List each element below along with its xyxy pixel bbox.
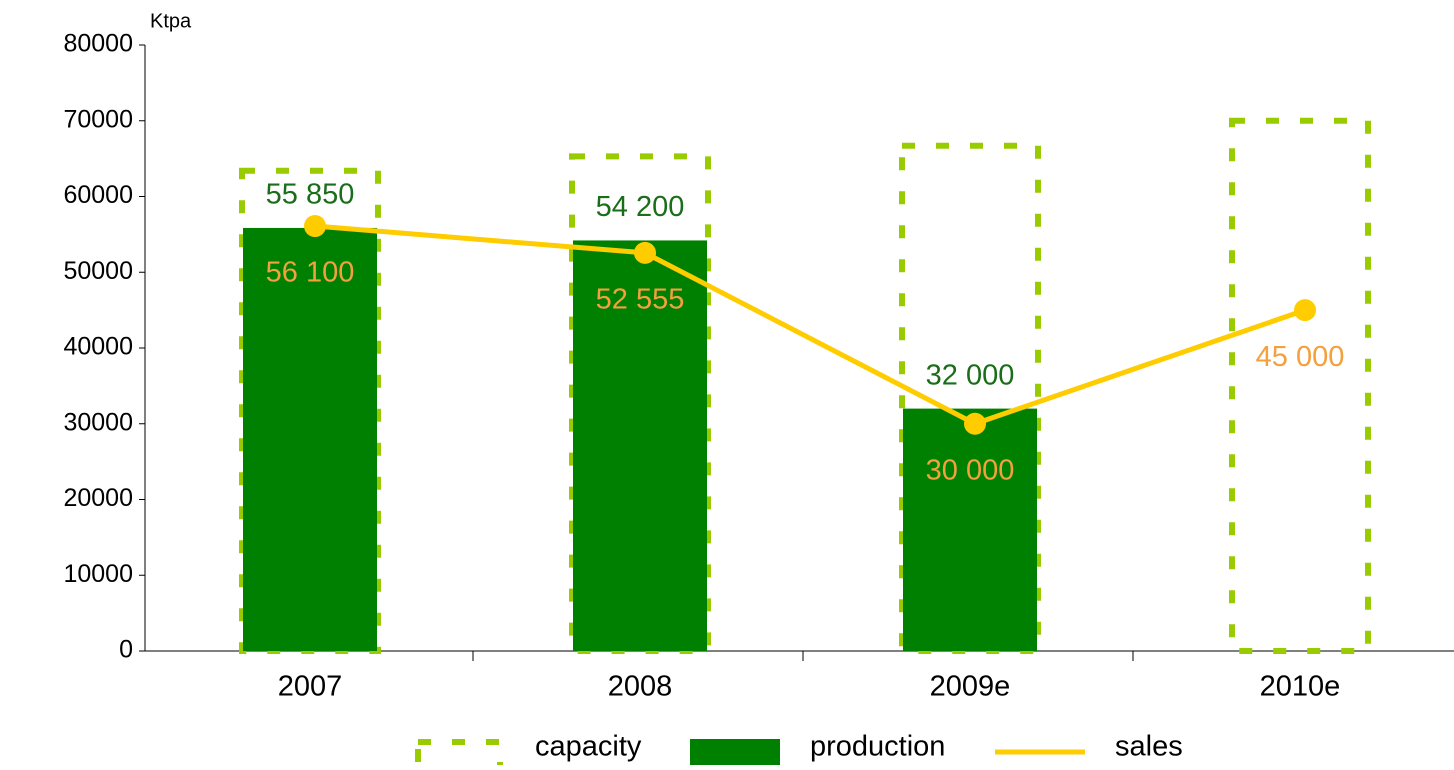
x-tick-label: 2007	[278, 671, 343, 703]
y-tick-label: 40000	[63, 333, 133, 361]
legend-label: sales	[1115, 731, 1183, 763]
x-tick-label: 2009e	[930, 671, 1011, 703]
sales-point	[1294, 299, 1316, 322]
y-tick-label: 10000	[63, 560, 133, 588]
capacity-bar	[899, 142, 1041, 654]
capacity-bar	[569, 153, 711, 654]
sales-point	[964, 412, 986, 435]
y-unit-label: Ktpa	[150, 10, 192, 32]
y-tick-label: 50000	[63, 257, 133, 285]
y-tick-label: 80000	[63, 30, 133, 58]
production-value-label: 54 200	[596, 191, 685, 223]
sales-line	[314, 223, 1306, 427]
x-tick-label: 2010e	[1260, 671, 1341, 703]
sales-point	[304, 215, 326, 238]
legend-swatch	[415, 739, 503, 770]
x-tick-label: 2008	[608, 671, 673, 703]
legend-label: capacity	[535, 731, 642, 763]
y-tick-label: 20000	[63, 484, 133, 512]
production-value-label: 32 000	[926, 359, 1015, 391]
legend-swatch	[690, 739, 780, 765]
sales-value-label: 52 555	[596, 284, 685, 316]
sales-value-label: 30 000	[926, 454, 1015, 486]
legend-label: production	[810, 731, 945, 763]
y-tick-label: 30000	[63, 408, 133, 436]
production-bar	[573, 240, 707, 651]
sales-value-label: 45 000	[1256, 341, 1345, 373]
production-bar	[903, 408, 1037, 651]
y-tick-label: 0	[119, 636, 133, 664]
capacity-bar	[1229, 117, 1371, 654]
production-bar	[243, 227, 377, 651]
sales-point	[634, 241, 656, 264]
production-value-label: 55 850	[266, 179, 355, 211]
sales-value-label: 56 100	[266, 257, 355, 289]
y-tick-label: 70000	[63, 105, 133, 133]
y-tick-label: 60000	[63, 181, 133, 209]
